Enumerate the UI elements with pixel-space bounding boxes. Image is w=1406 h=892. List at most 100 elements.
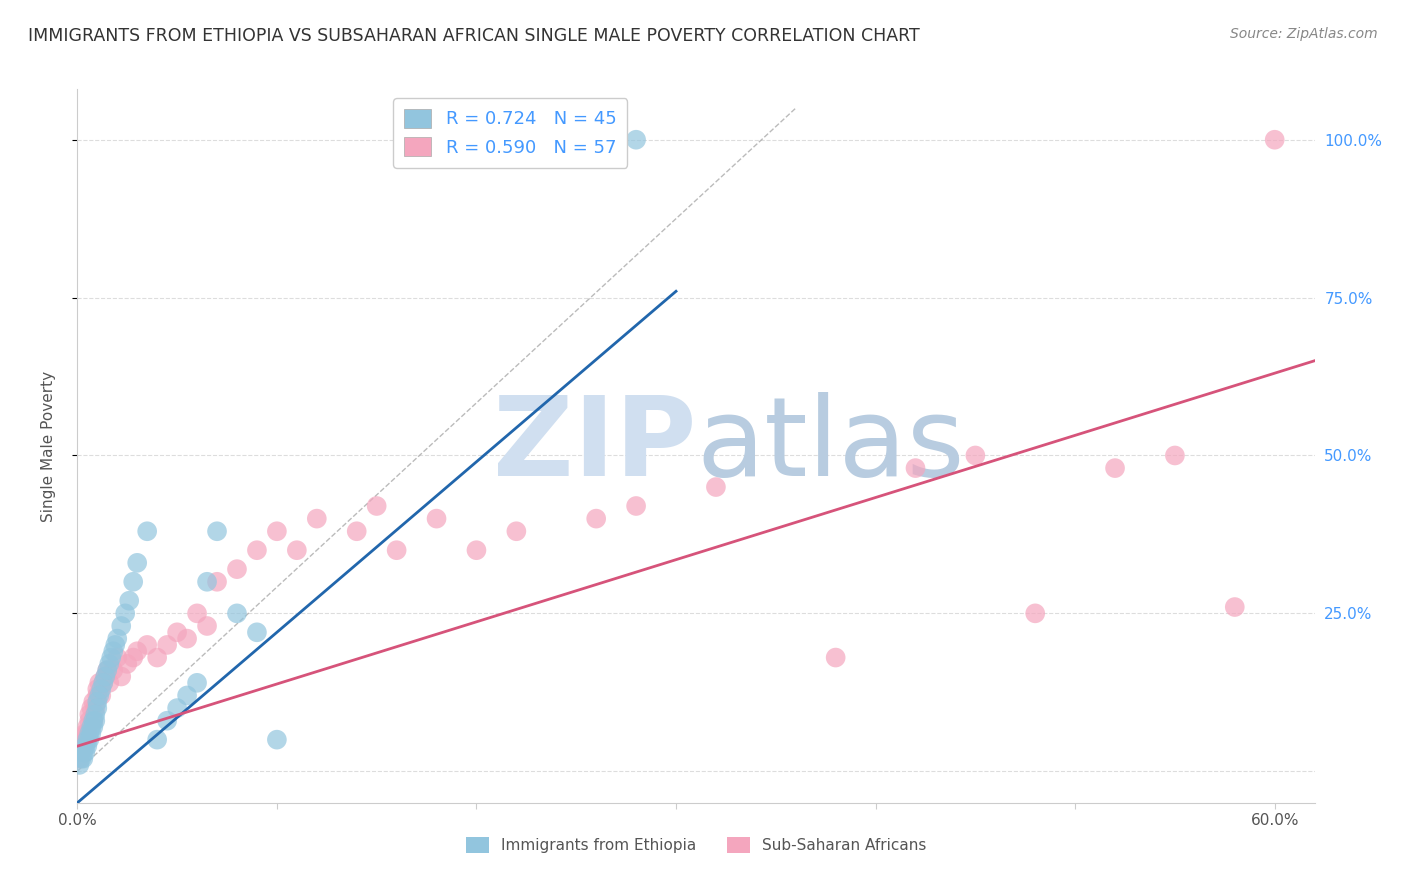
Point xyxy=(146,732,169,747)
Point xyxy=(110,669,132,683)
Point xyxy=(166,701,188,715)
Point xyxy=(1164,449,1187,463)
Point xyxy=(105,632,128,646)
Point xyxy=(246,543,269,558)
Point xyxy=(98,657,121,671)
Point xyxy=(79,707,101,722)
Point xyxy=(146,650,169,665)
Point xyxy=(624,133,647,147)
Point xyxy=(91,675,114,690)
Point xyxy=(104,638,127,652)
Point xyxy=(385,543,408,558)
Point xyxy=(285,543,308,558)
Point xyxy=(70,745,93,759)
Point xyxy=(1223,600,1246,615)
Point xyxy=(127,556,149,570)
Point xyxy=(1024,607,1046,621)
Point xyxy=(136,524,159,539)
Point xyxy=(79,714,101,728)
Point xyxy=(79,732,101,747)
Point xyxy=(86,682,108,697)
Point xyxy=(80,720,103,734)
Point xyxy=(205,574,228,589)
Text: ZIP: ZIP xyxy=(492,392,696,500)
Point xyxy=(136,638,159,652)
Point xyxy=(115,657,138,671)
Point xyxy=(186,607,208,621)
Point xyxy=(96,663,118,677)
Point xyxy=(80,701,103,715)
Point xyxy=(1264,133,1286,147)
Point xyxy=(246,625,269,640)
Point xyxy=(67,758,90,772)
Point xyxy=(114,607,136,621)
Point xyxy=(76,726,98,740)
Point xyxy=(266,524,288,539)
Point xyxy=(72,751,94,765)
Point xyxy=(79,726,101,740)
Point xyxy=(75,745,97,759)
Point xyxy=(76,732,98,747)
Point xyxy=(166,625,188,640)
Point xyxy=(266,732,288,747)
Point xyxy=(72,745,94,759)
Point xyxy=(965,449,987,463)
Point xyxy=(425,511,447,525)
Point xyxy=(624,499,647,513)
Point xyxy=(156,714,179,728)
Point xyxy=(346,524,368,539)
Y-axis label: Single Male Poverty: Single Male Poverty xyxy=(42,370,56,522)
Point xyxy=(824,650,846,665)
Point xyxy=(98,675,121,690)
Point xyxy=(505,524,527,539)
Point xyxy=(704,480,727,494)
Point xyxy=(226,607,249,621)
Point xyxy=(86,689,108,703)
Point xyxy=(75,732,97,747)
Point xyxy=(90,689,112,703)
Point xyxy=(91,675,114,690)
Point xyxy=(76,720,98,734)
Point xyxy=(80,726,103,740)
Point xyxy=(904,461,927,475)
Point xyxy=(226,562,249,576)
Text: atlas: atlas xyxy=(696,392,965,500)
Point xyxy=(156,638,179,652)
Point xyxy=(465,543,488,558)
Point xyxy=(82,714,104,728)
Point xyxy=(103,663,125,677)
Point xyxy=(94,669,117,683)
Point xyxy=(75,726,97,740)
Point xyxy=(86,701,108,715)
Point xyxy=(90,682,112,697)
Point xyxy=(176,632,198,646)
Point xyxy=(82,720,104,734)
Point xyxy=(110,619,132,633)
Point xyxy=(205,524,228,539)
Point xyxy=(1104,461,1126,475)
Point xyxy=(305,511,328,525)
Point xyxy=(82,695,104,709)
Point xyxy=(122,574,145,589)
Point xyxy=(82,714,104,728)
Point xyxy=(94,669,117,683)
Point xyxy=(89,675,111,690)
Point xyxy=(100,650,122,665)
Point xyxy=(122,650,145,665)
Point xyxy=(72,739,94,753)
Point xyxy=(84,707,107,722)
Point xyxy=(84,701,107,715)
Point xyxy=(67,751,90,765)
Point xyxy=(103,644,125,658)
Point xyxy=(195,574,218,589)
Point xyxy=(585,511,607,525)
Point xyxy=(86,695,108,709)
Point xyxy=(195,619,218,633)
Point xyxy=(75,739,97,753)
Point xyxy=(118,593,141,607)
Point xyxy=(70,751,93,765)
Point xyxy=(84,714,107,728)
Point xyxy=(186,675,208,690)
Point xyxy=(127,644,149,658)
Point xyxy=(96,663,118,677)
